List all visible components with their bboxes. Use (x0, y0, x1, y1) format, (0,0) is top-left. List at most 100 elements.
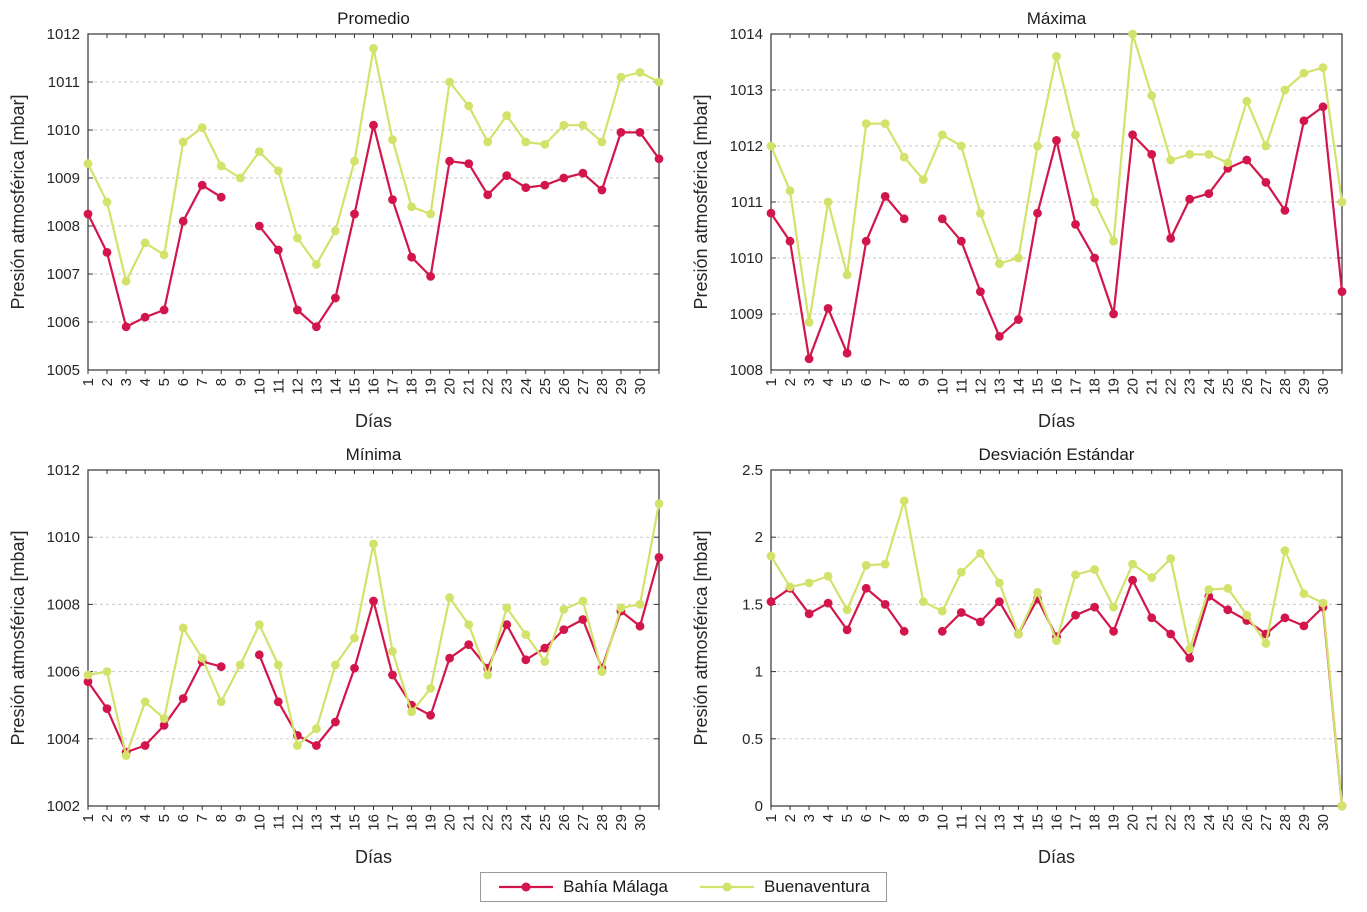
bahia-malaga-marker (121, 322, 131, 332)
x-tick-label: 1 (80, 814, 97, 822)
buenaventura-marker (350, 633, 359, 643)
x-tick-label: 5 (839, 814, 856, 822)
x-tick-label: 1 (763, 378, 780, 386)
buenaventura-marker (388, 135, 397, 145)
buenaventura-marker (899, 496, 909, 506)
x-tick-label: 25 (537, 378, 554, 395)
bahia-malaga-marker (102, 248, 112, 257)
x-tick-label: 19 (423, 814, 440, 831)
buenaventura-marker (918, 597, 928, 607)
bahia-malaga-marker (956, 608, 966, 617)
buenaventura-marker (407, 707, 416, 717)
buenaventura-marker (197, 653, 207, 663)
buenaventura-marker (1337, 801, 1347, 811)
buenaventura-marker (823, 197, 833, 207)
bahia-malaga-marker (880, 600, 890, 609)
bahia-malaga-marker (464, 640, 474, 650)
buenaventura-marker (823, 571, 833, 581)
bahia-malaga-marker (1299, 621, 1309, 631)
buenaventura-marker (1204, 585, 1214, 594)
x-tick-label: 5 (839, 378, 856, 386)
bahia-malaga-line (770, 105, 1344, 360)
x-tick-label: 12 (972, 378, 989, 395)
x-tick-label: 4 (137, 378, 154, 386)
bahia-malaga-line (770, 579, 1344, 807)
buenaventura-marker (995, 578, 1004, 588)
y-tick-label: 1012 (47, 462, 80, 479)
bahia-malaga-marker (899, 214, 909, 224)
buenaventura-marker (483, 137, 493, 147)
bahia-malaga-marker (1166, 629, 1176, 639)
x-tick-label: 11 (270, 378, 287, 394)
legend-label-bahia-malaga: Bahía Málaga (563, 877, 669, 896)
buenaventura-marker (1318, 63, 1328, 72)
bahia-malaga-marker (976, 617, 985, 627)
buenaventura-marker (235, 660, 245, 670)
legend-box: Bahía Málaga Buenaventura (480, 872, 887, 902)
chart-desviacion-estandar: 1 2 3 4 5 6 7 8 9 10 11 12 13 14 15 16 17 18 19 20 21 22 23 24 2… (691, 445, 1347, 867)
bahia-malaga-marker (140, 741, 150, 750)
x-tick-label: 13 (991, 378, 1008, 395)
bahia-malaga-marker (407, 252, 416, 262)
x-tick-label: 23 (1182, 814, 1199, 831)
x-tick-label: 5 (156, 378, 173, 386)
y-tick-label: 1010 (47, 529, 80, 546)
buenaventura-marker (1128, 29, 1137, 39)
buenaventura-marker (1071, 130, 1080, 140)
x-tick-label: 10 (934, 814, 951, 831)
x-tick-label: 23 (499, 814, 516, 831)
bahia-malaga-marker (350, 209, 359, 219)
chart-title: Promedio (337, 9, 410, 28)
y-axis-label: Presión atmosférica [mbar] (691, 94, 711, 309)
buenaventura-marker (1014, 253, 1023, 263)
buenaventura-marker (880, 119, 890, 128)
x-tick-label: 20 (1125, 814, 1142, 831)
bahia-malaga-marker (1014, 315, 1023, 324)
buenaventura-marker (559, 605, 569, 614)
x-tick-label: 21 (461, 814, 478, 831)
bahia-malaga-marker (766, 208, 776, 218)
buenaventura-marker (1090, 197, 1099, 207)
x-tick-label: 27 (1258, 814, 1275, 831)
buenaventura-marker (766, 551, 776, 561)
x-tick-label: 7 (194, 378, 211, 386)
x-axis-label: Días (1038, 411, 1075, 431)
x-tick-label: 3 (118, 814, 135, 822)
plot-border (87, 469, 660, 807)
bahia-malaga-marker (559, 625, 569, 634)
buenaventura-marker (331, 660, 340, 670)
bahia-malaga-marker (159, 305, 169, 315)
buenaventura-marker (540, 140, 550, 149)
x-tick-label: 4 (820, 814, 837, 822)
x-tick-label: 14 (1010, 814, 1027, 831)
x-tick-label: 19 (1106, 814, 1123, 831)
x-tick-label: 14 (327, 378, 344, 395)
buenaventura-marker (426, 684, 435, 693)
buenaventura-marker (995, 259, 1004, 268)
bahia-malaga-marker (216, 192, 226, 202)
x-tick-label: 1 (763, 814, 780, 822)
bahia-malaga-marker (197, 180, 207, 190)
bahia-malaga-marker (388, 670, 397, 680)
x-tick-label: 17 (385, 378, 402, 395)
x-tick-label: 12 (972, 814, 989, 831)
x-tick-label: 15 (1029, 378, 1046, 395)
x-tick-label: 24 (518, 814, 535, 831)
legend: Bahía Málaga Buenaventura (0, 872, 1367, 912)
bahia-malaga-marker (1090, 253, 1099, 263)
bahia-malaga-marker (937, 214, 947, 224)
x-tick-label: 9 (915, 814, 932, 822)
y-tick-label: 1002 (47, 798, 80, 815)
buenaventura-marker (216, 697, 226, 707)
x-tick-label: 8 (213, 814, 230, 822)
x-tick-label: 30 (632, 378, 649, 395)
x-tick-label: 24 (1201, 378, 1218, 395)
y-tick-label: 1012 (47, 26, 80, 43)
bahia-malaga-marker (578, 168, 588, 178)
y-tick-label: 1013 (730, 82, 763, 99)
buenaventura-line (769, 32, 1344, 324)
y-tick-label: 1008 (47, 596, 80, 613)
x-tick-label: 16 (366, 378, 383, 395)
bahia-malaga-marker (426, 710, 435, 720)
buenaventura-marker (1185, 150, 1195, 159)
